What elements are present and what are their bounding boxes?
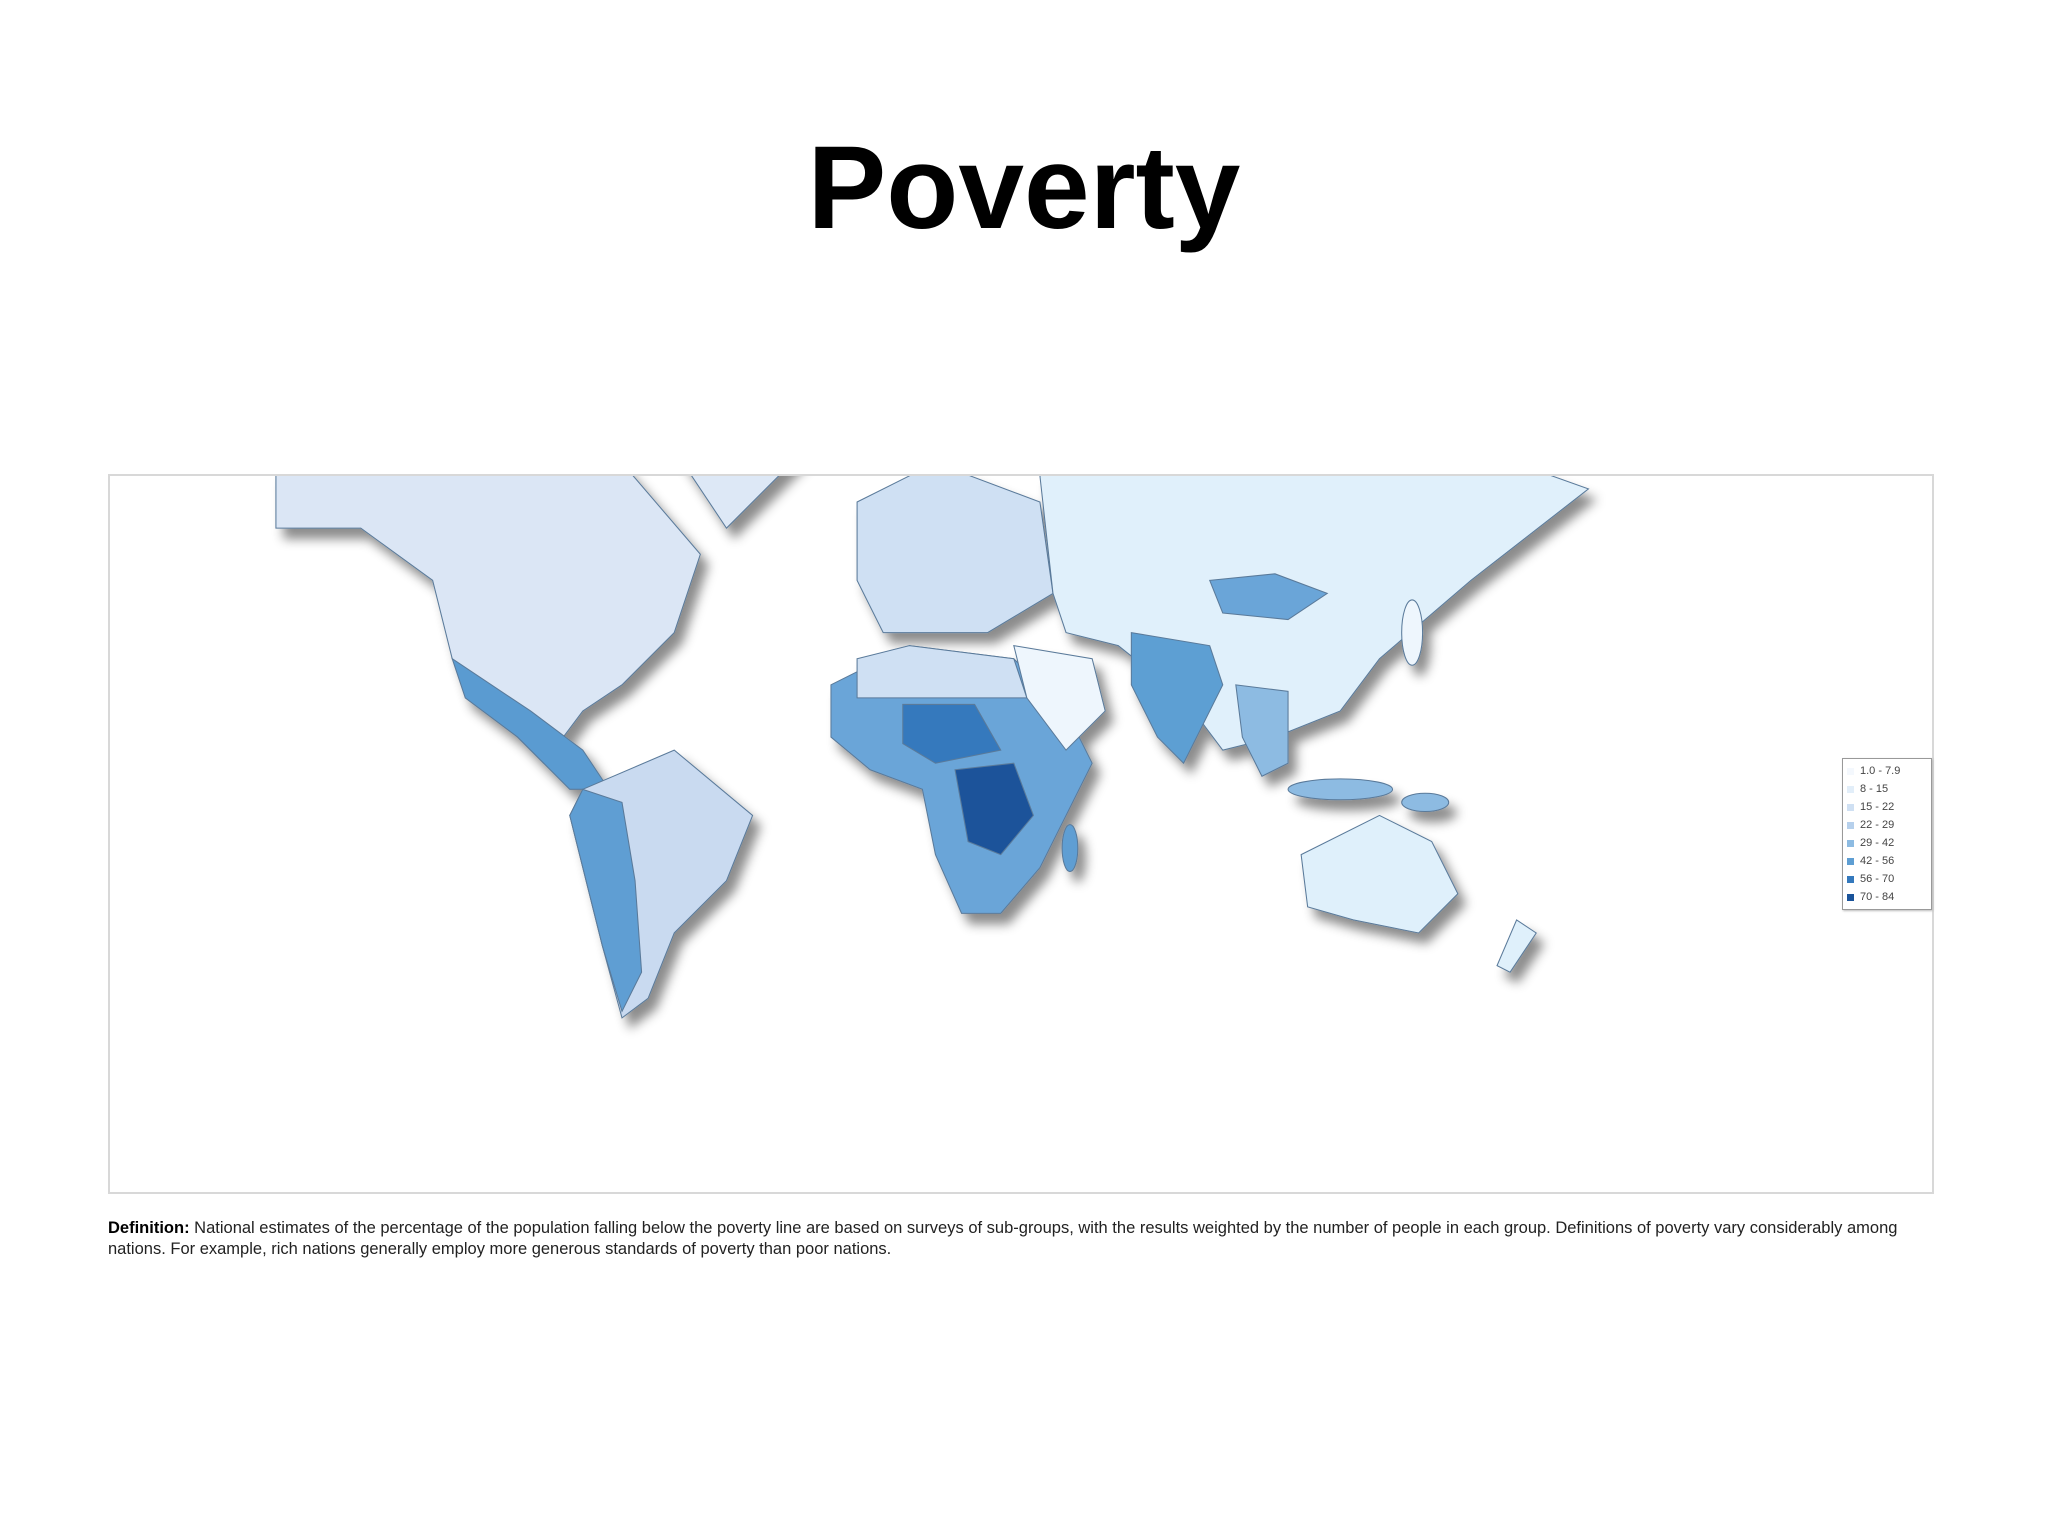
andes	[569, 788, 643, 1013]
legend-item: 8 - 15	[1847, 780, 1927, 798]
india	[1130, 631, 1224, 765]
north-africa	[856, 645, 1028, 699]
se-asia	[1235, 684, 1289, 777]
australia	[1300, 814, 1459, 934]
definition-label: Definition:	[108, 1219, 190, 1237]
map-frame: 1.0 - 7.9 8 - 15 15 - 22 22 - 29 29 - 42 42 -…	[108, 474, 1934, 1194]
legend-swatch	[1847, 875, 1854, 883]
legend-swatch	[1847, 821, 1854, 829]
legend-item: 70 - 84	[1847, 888, 1927, 906]
legend-label: 15 - 22	[1860, 801, 1895, 813]
legend-label: 29 - 42	[1860, 837, 1895, 849]
legend-item: 22 - 29	[1847, 816, 1927, 834]
legend-label: 56 - 70	[1860, 873, 1895, 885]
mongolia	[1208, 573, 1329, 621]
legend-label: 8 - 15	[1860, 783, 1889, 795]
sahel	[902, 703, 1002, 764]
japan	[1401, 599, 1424, 666]
legend-item: 29 - 42	[1847, 834, 1927, 852]
legend-label: 1.0 - 7.9	[1860, 765, 1901, 777]
europe	[856, 476, 1054, 634]
legend-item: 42 - 56	[1847, 852, 1927, 870]
north-america	[275, 476, 701, 764]
countries	[275, 476, 1590, 1019]
madagascar	[1061, 824, 1079, 873]
legend-swatch	[1847, 893, 1854, 901]
legend-swatch	[1847, 857, 1854, 865]
legend-label: 22 - 29	[1860, 819, 1895, 831]
legend-swatch	[1847, 767, 1854, 775]
legend-item: 56 - 70	[1847, 870, 1927, 888]
central-africa	[954, 762, 1034, 856]
legend-swatch	[1847, 839, 1854, 847]
slide-title: Poverty	[807, 122, 1241, 254]
new-guinea	[1401, 792, 1450, 813]
indonesia	[1287, 778, 1394, 801]
definition: Definition: National estimates of the pe…	[108, 1218, 1948, 1260]
new-zealand	[1496, 919, 1537, 973]
legend-item: 15 - 22	[1847, 798, 1927, 816]
middle-east	[1013, 645, 1106, 751]
asia	[1039, 476, 1590, 751]
legend: 1.0 - 7.9 8 - 15 15 - 22 22 - 29 29 - 42 42 -…	[1842, 758, 1932, 910]
legend-label: 42 - 56	[1860, 855, 1895, 867]
definition-text: National estimates of the percentage of …	[108, 1219, 1898, 1258]
legend-label: 70 - 84	[1860, 891, 1895, 903]
legend-swatch	[1847, 785, 1854, 793]
world-map	[275, 476, 1590, 1019]
greenland	[691, 476, 780, 529]
legend-item: 1.0 - 7.9	[1847, 762, 1927, 780]
legend-swatch	[1847, 803, 1854, 811]
